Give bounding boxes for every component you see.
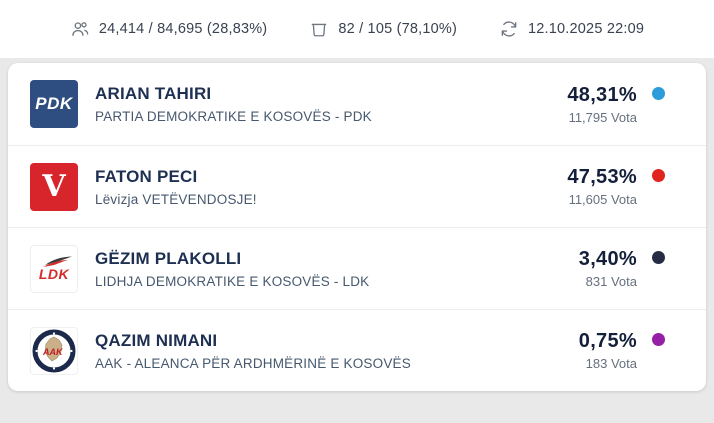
percent-value: 48,31% <box>567 83 637 106</box>
stats-bar: 24,414 / 84,695 (28,83%) 82 / 105 (78,10… <box>0 0 714 58</box>
voters-turnout-stat: 24,414 / 84,695 (28,83%) <box>70 19 267 39</box>
candidate-name: ARIAN TAHIRI <box>95 84 212 103</box>
ballot-boxes-value: 82 / 105 (78,10%) <box>338 21 458 37</box>
results-page: PDK ARIAN TAHIRI PARTIA DEMOKRATIKE E KO… <box>0 58 714 391</box>
refresh-icon[interactable] <box>499 19 519 39</box>
party-name: Lëvizja VETËVENDOSJE! <box>95 191 257 207</box>
voters-turnout-value: 24,414 / 84,695 (28,83%) <box>98 21 268 37</box>
party-name: AAK - ALEANCA PËR ARDHMËRINË E KOSOVËS <box>95 355 411 371</box>
last-update-stat: 12.10.2025 22:09 <box>499 19 644 39</box>
votes-count: 11,605 Vota <box>568 192 637 207</box>
votes-count: 831 Vota <box>585 274 637 289</box>
votes-count: 11,795 Vota <box>568 109 637 125</box>
candidate-name: GËZIM PLAKOLLI <box>95 248 242 268</box>
candidate-row-qazim-nimani[interactable]: AAK QAZIM NIMANI AAK - ALEANCA PËR ARDHM… <box>8 309 706 391</box>
aak-emblem: AAK <box>32 329 76 372</box>
ballot-boxes-stat: 82 / 105 (78,10%) <box>309 19 457 39</box>
vv-logo-text: V <box>42 168 66 204</box>
results-card: PDK ARIAN TAHIRI PARTIA DEMOKRATIKE E KO… <box>8 63 706 391</box>
party-name: PARTIA DEMOKRATIKE E KOSOVËS - PDK <box>95 109 372 124</box>
votes-count: 183 Vota <box>585 356 637 371</box>
pdk-logo-text: PDK <box>35 94 73 113</box>
ldk-logo-text: LDK <box>38 265 70 282</box>
party-name: LIDHJA DEMOKRATIKE E KOSOVËS - LDK <box>95 273 370 289</box>
color-dot <box>652 169 665 182</box>
candidate-row-faton-peci[interactable]: V FATON PECI Lëvizja VETËVENDOSJE! 47,53… <box>8 145 706 227</box>
percent-value: 0,75% <box>578 330 637 352</box>
ballot-box-icon <box>312 23 327 37</box>
candidate-name: QAZIM NIMANI <box>95 330 218 350</box>
ldk-eagle-swoosh <box>43 256 72 267</box>
color-dot <box>652 333 665 346</box>
pdk-party-logo: PDK <box>30 80 78 128</box>
aak-party-logo: AAK <box>30 326 78 375</box>
candidate-row-gezim-plakolli[interactable]: LDK GËZIM PLAKOLLI LIDHJA DEMOKRATIKE E … <box>8 227 706 309</box>
color-dot <box>652 86 665 100</box>
last-update-value: 12.10.2025 22:09 <box>528 21 645 37</box>
percent-value: 47,53% <box>567 166 637 188</box>
color-dot <box>652 251 665 264</box>
candidate-row-arian-tahiri[interactable]: PDK ARIAN TAHIRI PARTIA DEMOKRATIKE E KO… <box>8 63 706 145</box>
candidate-name: FATON PECI <box>95 166 198 186</box>
svg-text:AAK: AAK <box>42 347 64 357</box>
vetevendosje-party-logo: V <box>30 162 78 211</box>
ldk-party-logo: LDK <box>30 244 78 293</box>
voters-icon <box>72 22 89 36</box>
percent-value: 3,40% <box>578 248 637 270</box>
